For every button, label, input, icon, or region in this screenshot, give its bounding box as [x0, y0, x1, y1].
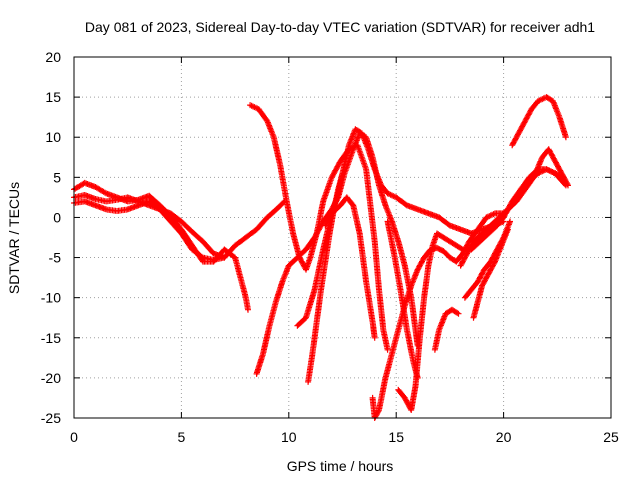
y-tick-label: -5 — [49, 250, 62, 266]
data-series-2 — [71, 192, 288, 263]
y-tick-label: -20 — [41, 370, 61, 386]
x-tick-label: 15 — [388, 429, 404, 445]
tick-label-layer: 0 5 10 15 20 25 -25 -20 -15 -10 -5 0 5 10 15 20 — [41, 49, 619, 445]
y-tick-label: 10 — [45, 129, 61, 145]
data-points-8 — [322, 194, 378, 341]
data-points-15 — [470, 226, 511, 321]
chart-title: Day 081 of 2023, Sidereal Day-to-day VTE… — [85, 19, 595, 35]
x-tick-label: 10 — [281, 429, 297, 445]
data-series-4 — [247, 102, 391, 353]
data-points-7 — [305, 170, 346, 385]
y-tick-label: 0 — [53, 209, 61, 225]
y-axis-title: SDTVAR / TECUs — [6, 182, 22, 294]
data-series-11 — [384, 218, 421, 381]
data-series-13 — [457, 146, 571, 269]
y-tick-label: 15 — [45, 89, 61, 105]
x-tick-label: 20 — [496, 429, 512, 445]
data-points-13 — [457, 146, 571, 269]
x-tick-label: 25 — [603, 429, 619, 445]
data-series-7 — [305, 170, 346, 385]
y-tick-label: -25 — [41, 410, 61, 426]
data-points-4 — [247, 102, 391, 353]
data-series-8 — [322, 194, 378, 341]
x-tick-label: 5 — [178, 429, 186, 445]
data-series-12 — [431, 306, 462, 353]
data-layer — [71, 94, 571, 421]
data-points-16 — [509, 94, 569, 149]
y-tick-label: -10 — [41, 290, 61, 306]
y-tick-label: 20 — [45, 49, 61, 65]
plot-frame — [73, 56, 612, 419]
y-tick-label: -15 — [41, 330, 61, 346]
tick-layer — [73, 56, 612, 419]
data-points-2 — [71, 192, 288, 263]
data-points-11 — [384, 218, 421, 381]
y-tick-label: 5 — [53, 169, 61, 185]
data-series-15 — [470, 226, 511, 321]
data-series-16 — [509, 94, 569, 149]
x-axis-title: GPS time / hours — [287, 458, 394, 474]
data-points-12 — [431, 306, 462, 353]
x-tick-label: 0 — [70, 429, 78, 445]
